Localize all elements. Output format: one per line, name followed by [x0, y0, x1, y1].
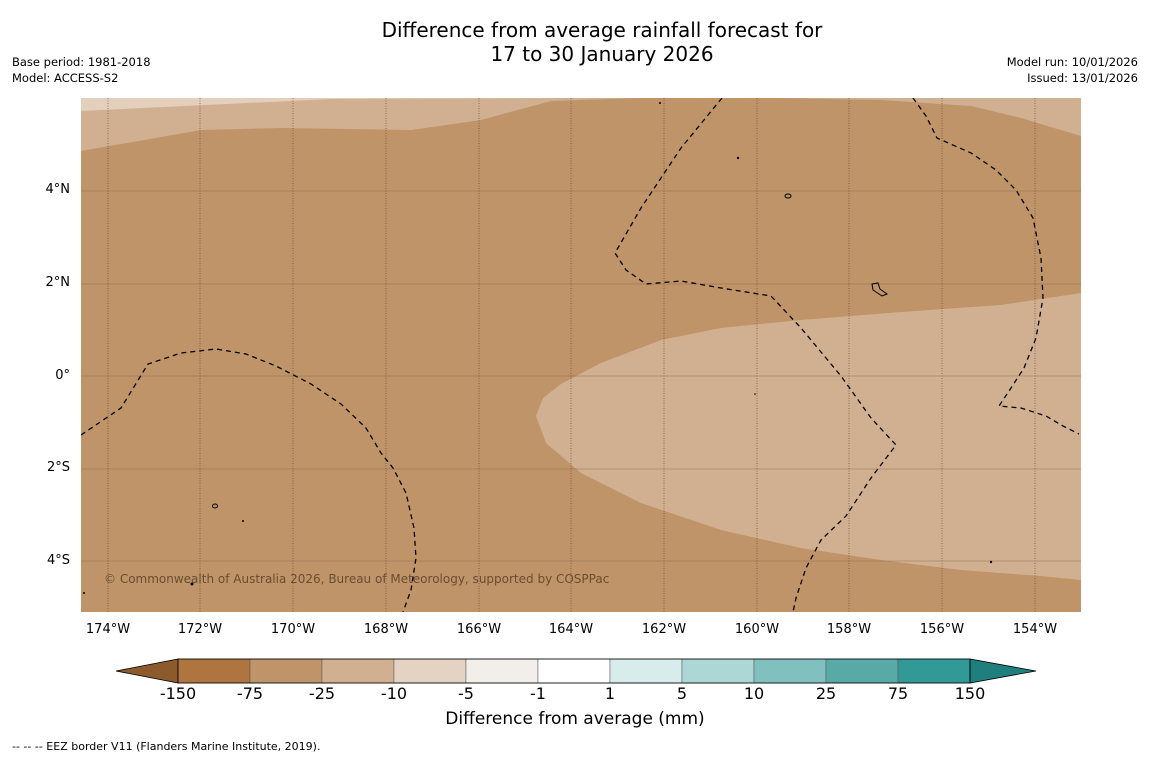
model-run-date: Model run: 10/01/2026	[1006, 55, 1138, 69]
colorbar-outline	[177, 658, 971, 684]
colorbar-segments	[115, 658, 1037, 684]
colorbar-segment	[249, 658, 323, 684]
colorbar-segment	[393, 658, 467, 684]
colorbar-tick: -75	[236, 684, 264, 703]
island-shape	[212, 503, 218, 509]
lon-label: 160°W	[734, 622, 780, 637]
islands	[212, 193, 889, 509]
colorbar-tick: -10	[380, 684, 408, 703]
lon-label: 156°W	[919, 622, 965, 637]
colorbar-segment	[609, 658, 683, 684]
colorbar-extend-high	[969, 658, 1037, 684]
island-dot	[659, 102, 661, 104]
anomaly-band-north-minus10-minus5	[81, 98, 1081, 111]
lat-label: 0°	[55, 368, 70, 383]
colorbar-segment	[681, 658, 755, 684]
island-dot	[190, 582, 194, 586]
colorbar-tick: 25	[815, 684, 837, 703]
title-line-2: 17 to 30 January 2026	[490, 42, 714, 66]
colorbar-tick: 150	[954, 684, 986, 703]
lat-label: 4°N	[45, 182, 71, 197]
colorbar-extend-low	[115, 658, 179, 684]
colorbar-segment	[537, 658, 611, 684]
colorbar-tick: -25	[308, 684, 336, 703]
island-dot	[83, 592, 85, 594]
colorbar-segment	[753, 658, 827, 684]
island-dot	[754, 393, 756, 395]
eez-footnote: -- -- -- EEZ border V11 (Flanders Marine…	[12, 740, 321, 753]
map-svg	[81, 98, 1081, 612]
lat-label: 4°S	[46, 553, 70, 568]
lon-label: 164°W	[548, 622, 594, 637]
colorbar-segment	[465, 658, 539, 684]
lon-label: 170°W	[270, 622, 316, 637]
lon-label: 174°W	[85, 622, 131, 637]
map-title: Difference from average rainfall forecas…	[0, 18, 1150, 66]
graticule	[81, 190, 1081, 562]
anomaly-band-equatorial-minus25-minus10	[536, 293, 1081, 580]
colorbar-tick: 1	[604, 684, 616, 703]
colorbar-tick: -5	[458, 684, 474, 703]
colorbar-tick: -1	[530, 684, 546, 703]
title-line-1: Difference from average rainfall forecas…	[381, 18, 823, 42]
island-dot	[989, 560, 993, 564]
lon-label: 172°W	[177, 622, 223, 637]
colorbar-tick: 5	[676, 684, 688, 703]
colorbar-title: Difference from average (mm)	[445, 709, 705, 729]
colorbar-segment	[825, 658, 899, 684]
lon-label: 168°W	[363, 622, 409, 637]
model-info: Base period: 1981-2018 Model: ACCESS-S2	[12, 55, 151, 86]
island-dot	[736, 156, 740, 160]
meridians	[107, 98, 1036, 612]
island-dots	[83, 102, 993, 594]
lon-label: 154°W	[1012, 622, 1058, 637]
anomaly-band-north-minus25-minus10	[81, 98, 1081, 151]
lon-label: 162°W	[641, 622, 687, 637]
lat-label: 2°N	[45, 275, 71, 290]
colorbar-tick: -150	[159, 684, 197, 703]
run-info: Model run: 10/01/2026 Issued: 13/01/2026	[1007, 55, 1138, 86]
map-area[interactable]	[81, 98, 1081, 612]
colorbar-segment	[897, 658, 971, 684]
issued-date: Issued: 13/01/2026	[1027, 70, 1138, 85]
colorbar	[115, 658, 1037, 684]
island-dot	[242, 520, 244, 522]
lon-label: 166°W	[456, 622, 502, 637]
island-shape	[784, 193, 792, 199]
model-name: Model: ACCESS-S2	[12, 70, 119, 85]
colorbar-segment	[321, 658, 395, 684]
lon-label: 158°W	[826, 622, 872, 637]
colorbar-segment	[177, 658, 251, 684]
copyright-notice: © Commonwealth of Australia 2026, Bureau…	[104, 572, 610, 586]
base-period: Base period: 1981-2018	[12, 55, 151, 69]
island-shape	[871, 282, 889, 297]
colorbar-tick: 10	[743, 684, 765, 703]
colorbar-tick: 75	[887, 684, 909, 703]
lat-label: 2°S	[46, 460, 70, 475]
eez-borders	[81, 98, 1080, 612]
